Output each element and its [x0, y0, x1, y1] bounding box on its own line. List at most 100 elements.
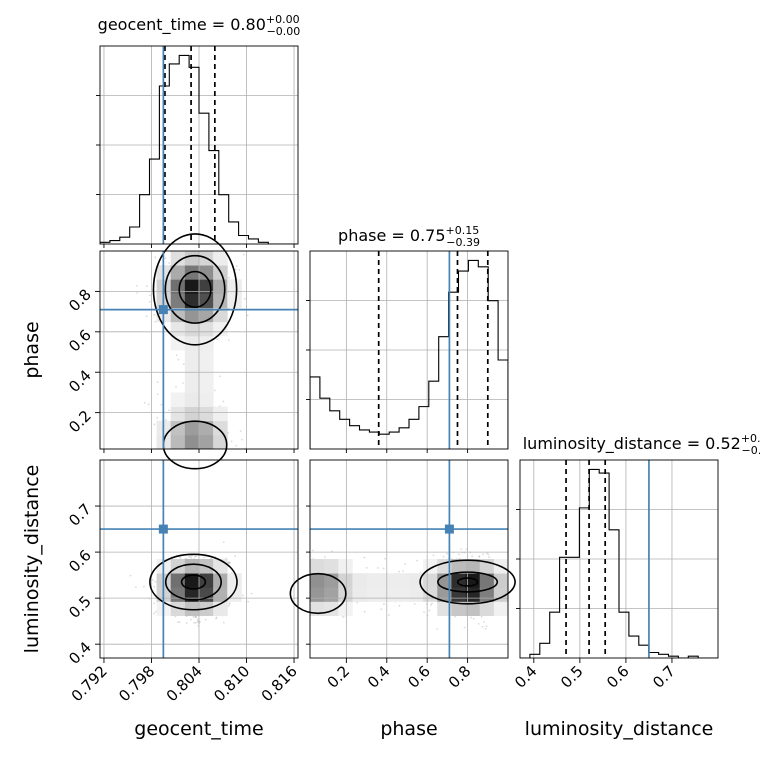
x-tick-label: 0.6: [404, 662, 434, 692]
density-cell: [213, 321, 228, 337]
density-cell: [170, 406, 186, 422]
sample-point: [242, 253, 245, 256]
y-tick-label: 0.7: [65, 500, 95, 530]
density-cell: [199, 350, 214, 365]
sample-point: [377, 567, 379, 569]
density-cell: [199, 364, 214, 379]
sample-point: [189, 555, 192, 558]
x-tick-label: 0.5: [557, 662, 587, 692]
sample-point: [230, 440, 233, 443]
density-cell: [184, 420, 200, 436]
diag-frame-phase: [309, 250, 509, 450]
sample-point: [482, 553, 484, 556]
density-cell: [199, 378, 214, 393]
x-axis-label-phase: phase: [380, 718, 437, 740]
sample-point: [227, 604, 230, 607]
sample-point: [153, 602, 156, 605]
frame-phase-vs-luminosity_distance: [309, 459, 509, 659]
x-tick-label: 0.2: [324, 662, 354, 692]
sample-point: [228, 603, 231, 606]
y-tick-label: 0.2: [65, 407, 95, 437]
sample-point: [488, 556, 490, 558]
sample-point: [363, 610, 366, 613]
sample-point: [229, 561, 232, 564]
x-tick-label: 0.804: [163, 662, 206, 705]
sample-point: [219, 375, 222, 378]
sample-point: [222, 621, 225, 624]
density-cell: [479, 573, 495, 588]
contour-line: [456, 577, 479, 587]
sample-point: [428, 609, 431, 612]
density-cell: [423, 587, 438, 602]
sample-point: [135, 284, 138, 287]
sample-point: [195, 616, 198, 618]
sample-point: [397, 570, 400, 573]
density-cell: [170, 265, 186, 280]
sample-point: [178, 621, 181, 624]
sample-point: [463, 626, 466, 629]
sample-point: [196, 621, 199, 623]
sample-point: [215, 617, 217, 620]
density-cell: [324, 587, 339, 602]
density-cell: [184, 559, 200, 574]
density-cell: [338, 559, 353, 574]
density-cell: [451, 587, 466, 602]
y-tick-label: 0.5: [65, 592, 95, 622]
sample-point: [227, 561, 230, 564]
density-cell: [493, 601, 508, 616]
sample-point: [175, 386, 177, 388]
sample-point: [153, 585, 156, 588]
sample-point: [154, 256, 157, 259]
density-cell: [184, 279, 200, 294]
density-cell: [184, 251, 200, 266]
title-minus: −0.00: [267, 25, 301, 38]
density-cell: [199, 321, 214, 337]
density-cell: [184, 364, 200, 379]
sample-point: [250, 592, 253, 595]
contours-phase-distance: [289, 559, 516, 615]
sample-point: [216, 338, 219, 341]
x-tick-label: 0.810: [210, 662, 253, 705]
sample-point: [145, 315, 148, 318]
sample-point: [404, 562, 407, 565]
sample-point: [195, 555, 197, 558]
density-cell: [170, 335, 186, 351]
sample-point: [193, 621, 196, 624]
contour-line: [152, 233, 238, 346]
density-cell: [184, 406, 200, 422]
sample-point: [182, 382, 184, 384]
density-cell: [409, 587, 424, 602]
title-plus: +0.03: [741, 432, 760, 445]
density-cell: [423, 573, 438, 588]
density-cell: [310, 573, 325, 588]
density-cell: [451, 601, 466, 616]
density-cell: [184, 392, 200, 407]
grid-lines: [310, 460, 508, 658]
sample-point: [487, 553, 490, 556]
sample-point: [446, 552, 448, 555]
grid-lines: [533, 460, 673, 658]
density-cell: [184, 601, 200, 616]
density-cell: [479, 601, 495, 616]
sample-point: [486, 552, 489, 555]
density-cell: [366, 587, 382, 602]
sample-point: [235, 265, 238, 268]
x-tick-label: 0.4: [364, 662, 394, 692]
sample-point: [432, 554, 435, 557]
sample-point: [182, 363, 185, 366]
sample-point: [160, 403, 163, 406]
sample-point: [164, 257, 167, 260]
sample-point: [465, 548, 468, 551]
sample-point: [387, 614, 390, 616]
grid-lines: [100, 460, 298, 658]
y-tick-label: 0.8: [65, 286, 95, 316]
sample-point: [156, 416, 159, 419]
density-cell: [213, 420, 228, 436]
x-tick-label: 0.6: [603, 662, 633, 692]
contour-line: [178, 270, 212, 309]
sample-point: [185, 621, 188, 624]
sample-point: [429, 604, 432, 606]
density-cell: [184, 321, 200, 337]
